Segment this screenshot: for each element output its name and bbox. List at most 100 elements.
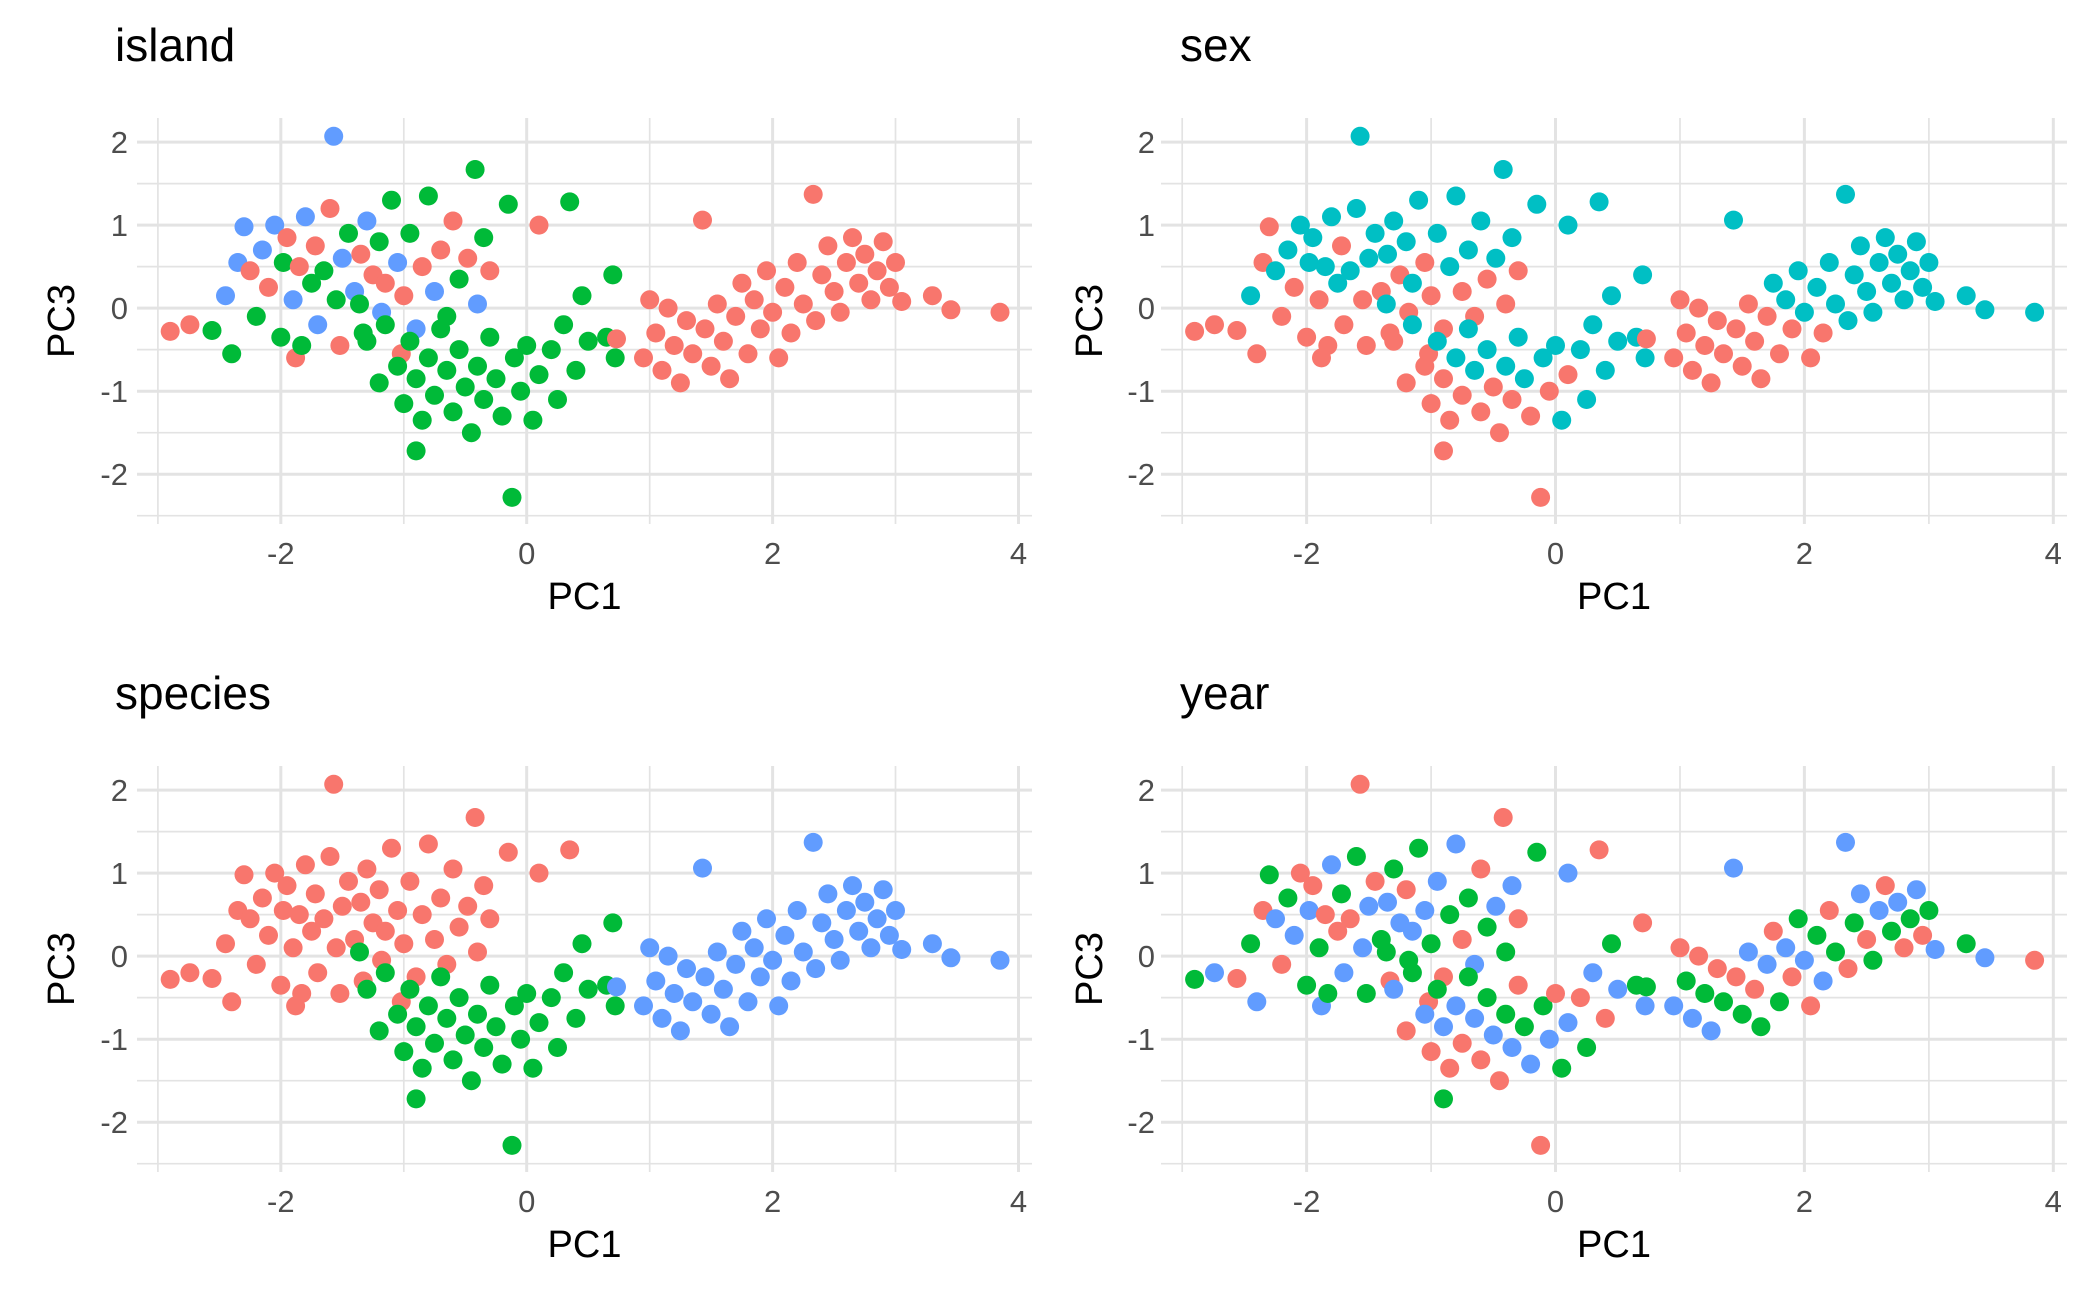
data-point [1328,273,1348,293]
data-point [369,1021,389,1041]
data-point [1844,913,1864,933]
svg-text:-2: -2 [267,1184,295,1219]
data-point [326,938,346,958]
data-point [1882,273,1901,293]
svg-text:0: 0 [111,939,128,974]
svg-text:1: 1 [1138,856,1155,891]
data-point [1440,257,1460,277]
y-axis-tick-labels: 2 1 0 -1 -2 [100,125,128,492]
data-point [465,160,485,179]
data-point [1531,1135,1551,1155]
data-point [578,331,598,351]
data-point [693,858,712,878]
data-point [1493,160,1513,179]
data-point [160,969,180,989]
data-point [1738,942,1758,962]
data-point [886,253,905,272]
data-point [1745,979,1765,999]
data-point [1396,232,1416,252]
data-point [652,1008,672,1028]
data-point [400,979,420,999]
data-point [412,1058,432,1078]
data-point [1682,360,1702,380]
data-point [449,917,469,937]
data-point [646,323,666,343]
data-point [1299,253,1319,272]
data-point [892,940,912,959]
data-point [511,1029,531,1049]
data-point [216,934,235,954]
data-point [1801,996,1821,1016]
data-point [1340,261,1360,281]
x-axis-title: PC1 [547,1224,622,1266]
data-point [1838,311,1858,331]
data-point [713,331,733,351]
svg-text:-2: -2 [267,536,295,571]
data-point [683,992,703,1012]
data-point [1682,1008,1702,1028]
data-point [1284,925,1304,945]
data-point [1502,1038,1522,1057]
data-point [1801,348,1821,368]
data-point [1850,236,1870,256]
data-point [1695,984,1715,1003]
data-point [449,340,469,360]
data-point [418,186,438,206]
svg-text:2: 2 [1796,536,1813,571]
data-point [394,286,414,306]
data-point [283,938,303,958]
data-point [554,963,574,983]
data-point [1315,905,1335,925]
data-point [1490,1071,1509,1091]
data-point [1794,950,1814,970]
data-point [1278,888,1298,908]
data-point [375,963,395,983]
data-point [2025,302,2045,322]
data-point [1788,909,1808,929]
data-point [1415,901,1435,920]
data-point [305,884,325,904]
svg-text:-2: -2 [1293,1184,1321,1219]
data-point [222,344,242,364]
data-point [480,975,500,995]
points-layer [160,126,1010,507]
data-point [1334,963,1354,983]
data-point [1763,921,1783,941]
data-point [757,261,776,281]
x-axis-title: PC1 [1577,576,1651,618]
data-point [202,969,222,988]
data-point [1299,901,1319,920]
data-point [465,808,485,827]
data-point [677,959,696,979]
y-axis-tick-labels: 2 1 0 -1 -2 [1127,773,1155,1140]
scatter-plot-year: -2 0 2 4 2 1 0 -1 -2 [1127,766,2067,1219]
data-point [1844,265,1864,285]
data-point [180,315,200,335]
data-point [1508,909,1528,929]
svg-text:-2: -2 [1127,457,1155,492]
data-point [1278,240,1298,260]
data-point [720,1017,740,1037]
data-point [289,905,309,925]
data-point [2025,950,2045,970]
data-point [468,942,487,962]
y-axis-tick-labels: 2 1 0 -1 -2 [1127,125,1155,492]
data-point [1558,215,1578,235]
data-point [265,863,285,883]
data-point [1552,1058,1572,1078]
data-point [1745,331,1765,351]
data-point [1452,385,1472,405]
data-point [295,207,315,227]
data-point [388,901,408,920]
data-point [443,1050,463,1070]
data-point [1770,344,1789,364]
data-point [1458,967,1478,987]
data-point [1415,356,1435,376]
data-point [1583,963,1603,983]
data-point [246,954,266,974]
data-point [1440,905,1460,925]
data-point [292,336,312,355]
data-point [1689,298,1709,318]
data-point [320,847,340,866]
data-point [879,277,899,297]
